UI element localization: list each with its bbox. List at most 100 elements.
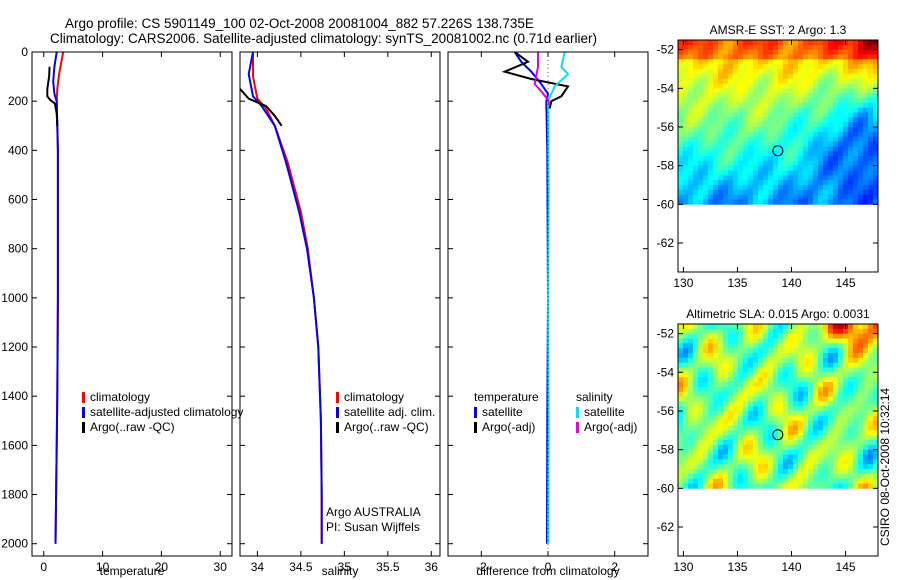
map-cell [723, 430, 729, 436]
map-cell [863, 107, 869, 113]
map-cell [748, 98, 754, 104]
map-cell [688, 185, 694, 191]
map-cell [763, 112, 769, 118]
map-cell [683, 73, 689, 80]
map-cell [768, 83, 774, 89]
map-cell [813, 328, 819, 335]
map-cell [693, 117, 699, 123]
map-cell [688, 44, 694, 51]
map-cell [763, 469, 769, 475]
map-cell [823, 175, 829, 181]
map-cell [778, 478, 784, 484]
map-cell [868, 127, 874, 133]
map-cell [843, 78, 849, 84]
map-cell [763, 415, 769, 422]
map-cell [733, 83, 739, 89]
map-cell [698, 459, 704, 465]
map-cell [678, 454, 684, 460]
map-cell [868, 165, 874, 171]
map-cell [783, 180, 789, 186]
map-cell [748, 348, 754, 354]
x-tick-label: -2 [476, 560, 487, 574]
map-cell [698, 189, 704, 196]
map-cell [783, 362, 789, 368]
map-cell [843, 180, 849, 186]
map-cell [873, 117, 879, 123]
map-cell [783, 78, 789, 84]
map-cell [733, 59, 739, 65]
map-cell [698, 141, 704, 147]
map-cell [778, 430, 784, 436]
map-cell [808, 411, 814, 417]
map-cell [793, 194, 799, 200]
map-cell [753, 146, 759, 152]
map-cell [843, 102, 849, 109]
map-cell [733, 102, 739, 109]
map-cell [803, 175, 809, 181]
map-cell [868, 49, 874, 55]
map-cell [858, 449, 864, 455]
map-cell [713, 362, 719, 368]
map-cell [813, 88, 819, 94]
map-cell [733, 454, 739, 460]
map-cell [688, 49, 694, 55]
map-cell [688, 348, 694, 354]
map-cell [818, 435, 824, 441]
y-tick-label: -56 [657, 404, 675, 418]
map-cell [828, 324, 834, 330]
map-cell [768, 406, 774, 412]
map-cell [858, 430, 864, 436]
map-cell [768, 141, 774, 147]
map-cell [818, 357, 824, 364]
map-cell [793, 59, 799, 65]
map-cell [788, 64, 794, 70]
map-cell [683, 127, 689, 133]
map-cell [823, 478, 829, 484]
map-cell [743, 406, 749, 412]
map-cell [713, 78, 719, 84]
map-cell [853, 141, 859, 147]
map-cell [688, 117, 694, 123]
map-cell [843, 338, 849, 344]
map-cell [843, 483, 849, 489]
map-cell [758, 151, 764, 157]
map-cell [808, 435, 814, 441]
map-cell [733, 473, 739, 480]
map-cell [728, 189, 734, 196]
map-cell [848, 396, 854, 402]
map-cell [678, 353, 684, 359]
map-cell [718, 449, 724, 455]
map-cell [728, 112, 734, 118]
map-cell [793, 122, 799, 128]
map-cell [718, 160, 724, 167]
map-cell [763, 107, 769, 113]
map-cell [863, 170, 869, 176]
map-cell [778, 170, 784, 176]
map-cell [873, 449, 879, 455]
map-cell [823, 372, 829, 378]
map-cell [848, 324, 854, 330]
map-cell [763, 362, 769, 368]
map-cell [848, 386, 854, 393]
map-cell [688, 151, 694, 157]
map-cell [793, 483, 799, 489]
map-cell [848, 185, 854, 191]
map-cell [863, 348, 869, 354]
y-tick-label: -52 [657, 43, 675, 57]
map-cell [678, 444, 684, 451]
map-cell [738, 377, 744, 383]
map-cell [748, 411, 754, 417]
map-cell [688, 396, 694, 402]
map-cell [853, 411, 859, 417]
map-cell [793, 469, 799, 475]
map-cell [798, 107, 804, 113]
map-cell [868, 151, 874, 157]
map-cell [693, 151, 699, 157]
map-cell [803, 194, 809, 200]
map-cell [788, 83, 794, 89]
map-cell [863, 49, 869, 55]
map-cell [798, 478, 804, 484]
map-cell [738, 449, 744, 455]
map-cell [758, 367, 764, 373]
map-cell [688, 131, 694, 138]
